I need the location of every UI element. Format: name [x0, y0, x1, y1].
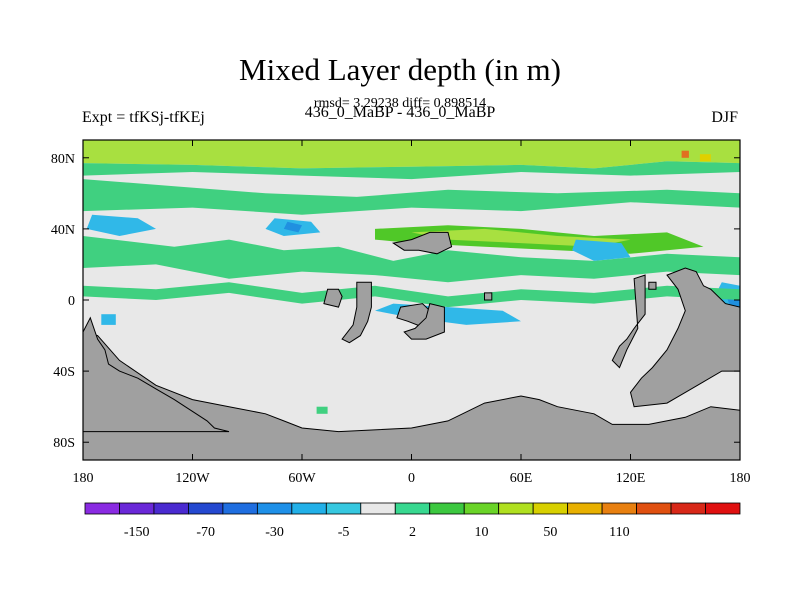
colorbar-label: 2: [409, 525, 416, 540]
colorbar-swatch: [325, 502, 362, 515]
colorbar-swatch: [498, 502, 534, 515]
colorbar-swatch: [567, 502, 603, 515]
colorbar-label: 10: [474, 525, 488, 540]
map-field: [83, 140, 740, 460]
colorbar-swatch: [291, 502, 327, 515]
land-africa-west-block: [323, 288, 343, 308]
colorbar: -150 -70 -30 -5 2 10 50 110: [84, 502, 741, 540]
colorbar-swatch: [119, 502, 155, 515]
x-tick-label: 180: [73, 471, 94, 486]
x-tick-label: 0: [408, 471, 415, 486]
land-asia-land-2: [629, 267, 740, 408]
region-north-green-band-2: [83, 236, 740, 283]
season-label: DJF: [711, 109, 738, 126]
region-mid-lat-north-green: [83, 179, 740, 215]
x-tick-label: 120E: [616, 471, 646, 486]
land-antarctica-and-south-america: [83, 331, 740, 460]
colorbar-swatch: [532, 502, 569, 515]
land-asia-land-1: [611, 274, 646, 369]
region-north-blue-patch-1: [86, 214, 156, 236]
y-tick-label: 80S: [53, 436, 75, 451]
colorbar-swatch: [636, 502, 672, 515]
map-axes: 180 120W 60W 0 60E 120E 180 80N 40N 0 40S 80S: [51, 139, 751, 486]
colorbar-swatch: [705, 502, 741, 515]
region-south-speck-1: [101, 314, 116, 325]
colorbar-swatch: [670, 502, 706, 515]
colorbar-label: -70: [196, 525, 215, 540]
colorbar-swatch: [188, 502, 224, 515]
colorbar-swatch: [222, 502, 258, 515]
colorbar-swatch: [153, 502, 189, 515]
y-tick-label: 0: [68, 294, 75, 309]
colorbar-swatch: [360, 502, 396, 515]
region-south-speck-2: [316, 406, 328, 414]
x-tick-label: 60W: [288, 471, 316, 486]
region-east-blue-patch: [572, 239, 631, 261]
region-equatorial-green: [83, 282, 740, 308]
colorbar-swatch: [463, 502, 500, 515]
colorbar-label: -150: [124, 525, 150, 540]
x-tick-label: 120W: [175, 471, 210, 486]
land-mediterranean-block: [391, 231, 453, 255]
stats-line: rmsd= 3.29238 diff= 0.898514: [313, 96, 487, 111]
region-arctic-mid-band: [83, 161, 740, 180]
experiment-label: Expt = tfKSj-tfKEj: [82, 109, 205, 126]
colorbar-swatch: [84, 502, 120, 515]
colorbar-swatch: [256, 502, 293, 515]
colorbar-label: -5: [338, 525, 350, 540]
region-arctic-yellow-speck: [699, 154, 711, 162]
map-plot-area: [83, 140, 740, 460]
land-mid-atlantic-island: [484, 292, 493, 301]
land-small-east-island: [648, 281, 657, 290]
colorbar-label: 110: [609, 525, 629, 540]
region-arctic-orange-speck: [681, 150, 689, 158]
y-tick-label: 80N: [51, 152, 75, 167]
chart-title: Mixed Layer depth (in m): [239, 52, 561, 87]
land-africa-east-block-2: [403, 302, 445, 340]
colorbar-label: 50: [543, 525, 557, 540]
x-tick-label: 180: [730, 471, 751, 486]
experiment-description: 436_0_MaBP - 436_0_MaBP: [304, 104, 496, 121]
colorbar-swatch: [429, 502, 465, 515]
x-tick-label: 60E: [510, 471, 533, 486]
colorbar-swatch: [601, 502, 637, 515]
land-south-america-tail: [83, 316, 230, 433]
y-tick-label: 40S: [53, 365, 75, 380]
colorbar-label: -30: [265, 525, 284, 540]
y-tick-label: 40N: [51, 223, 75, 238]
land-africa-west-block-2: [341, 281, 372, 344]
colorbar-swatch: [394, 502, 431, 515]
region-arctic-band: [83, 140, 740, 169]
region-north-blue-patch-3: [283, 221, 302, 233]
